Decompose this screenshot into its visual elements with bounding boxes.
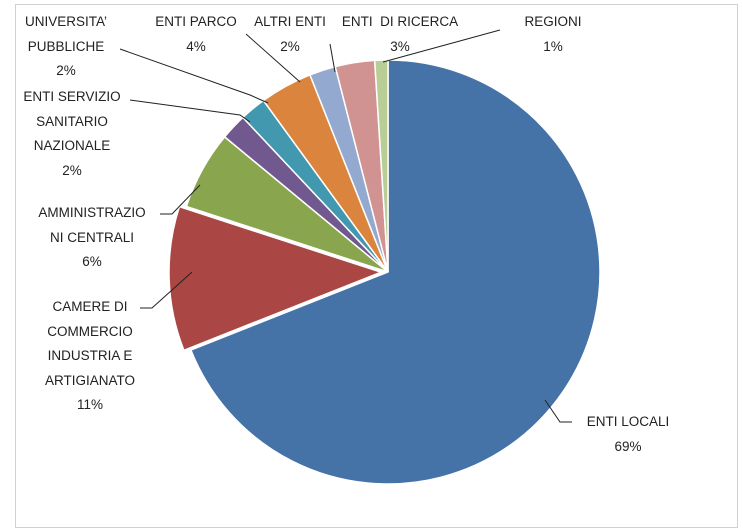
category-label: ENTI SERVIZIO SANITARIO NAZIONALE: [23, 89, 121, 153]
category-label: CAMERE DI COMMERCIO INDUSTRIA E ARTIGIAN…: [44, 299, 136, 388]
slice-label: CAMERE DI COMMERCIO INDUSTRIA E ARTIGIAN…: [45, 295, 135, 418]
leader-line: [382, 29, 501, 63]
value-label: 4%: [186, 38, 206, 54]
value-label: 2%: [280, 38, 300, 54]
leader-lines: [119, 29, 572, 423]
slice-label: ENTI LOCALI 69%: [587, 410, 670, 459]
value-label: 11%: [76, 397, 104, 412]
leader-line: [544, 399, 572, 423]
category-label: ENTI PARCO: [155, 14, 237, 29]
category-label: AMMINISTRAZIO NI CENTRALI: [38, 205, 146, 245]
chart-frame: [15, 4, 738, 528]
leader-line: [140, 271, 193, 309]
leader-line: [119, 48, 269, 104]
slice-label: ENTI PARCO 4%: [155, 10, 237, 59]
value-label: 3%: [390, 38, 410, 54]
slice-label: ENTI SERVIZIO SANITARIO NAZIONALE 2%: [23, 85, 120, 183]
category-label: UNIVERSITA’ PUBBLICHE: [24, 14, 108, 54]
leader-line: [245, 33, 301, 83]
pie-slice: [189, 59, 601, 485]
slice-label: AMMINISTRAZIO NI CENTRALI 6%: [38, 201, 145, 275]
leader-line: [329, 43, 336, 73]
category-label: REGIONI: [524, 14, 582, 29]
category-label: ENTI LOCALI: [586, 414, 670, 429]
category-label: ENTI DI RICERCA: [341, 14, 459, 29]
category-label: ALTRI ENTI: [254, 14, 326, 29]
value-label: 2%: [56, 63, 76, 78]
value-label: 6%: [82, 254, 102, 269]
pie-slice: [373, 59, 389, 273]
slice-label: ALTRI ENTI 2%: [254, 10, 326, 59]
leader-line: [129, 99, 251, 123]
value-label: 1%: [543, 38, 563, 54]
value-label: 69%: [614, 438, 642, 454]
pie-slice: [168, 205, 384, 352]
value-label: 2%: [62, 162, 82, 178]
slice-label: ENTI DI RICERCA 3%: [342, 10, 458, 59]
slice-label: REGIONI 1%: [524, 10, 581, 59]
leader-line: [160, 184, 201, 215]
slice-label: UNIVERSITA’ PUBBLICHE 2%: [25, 10, 107, 84]
